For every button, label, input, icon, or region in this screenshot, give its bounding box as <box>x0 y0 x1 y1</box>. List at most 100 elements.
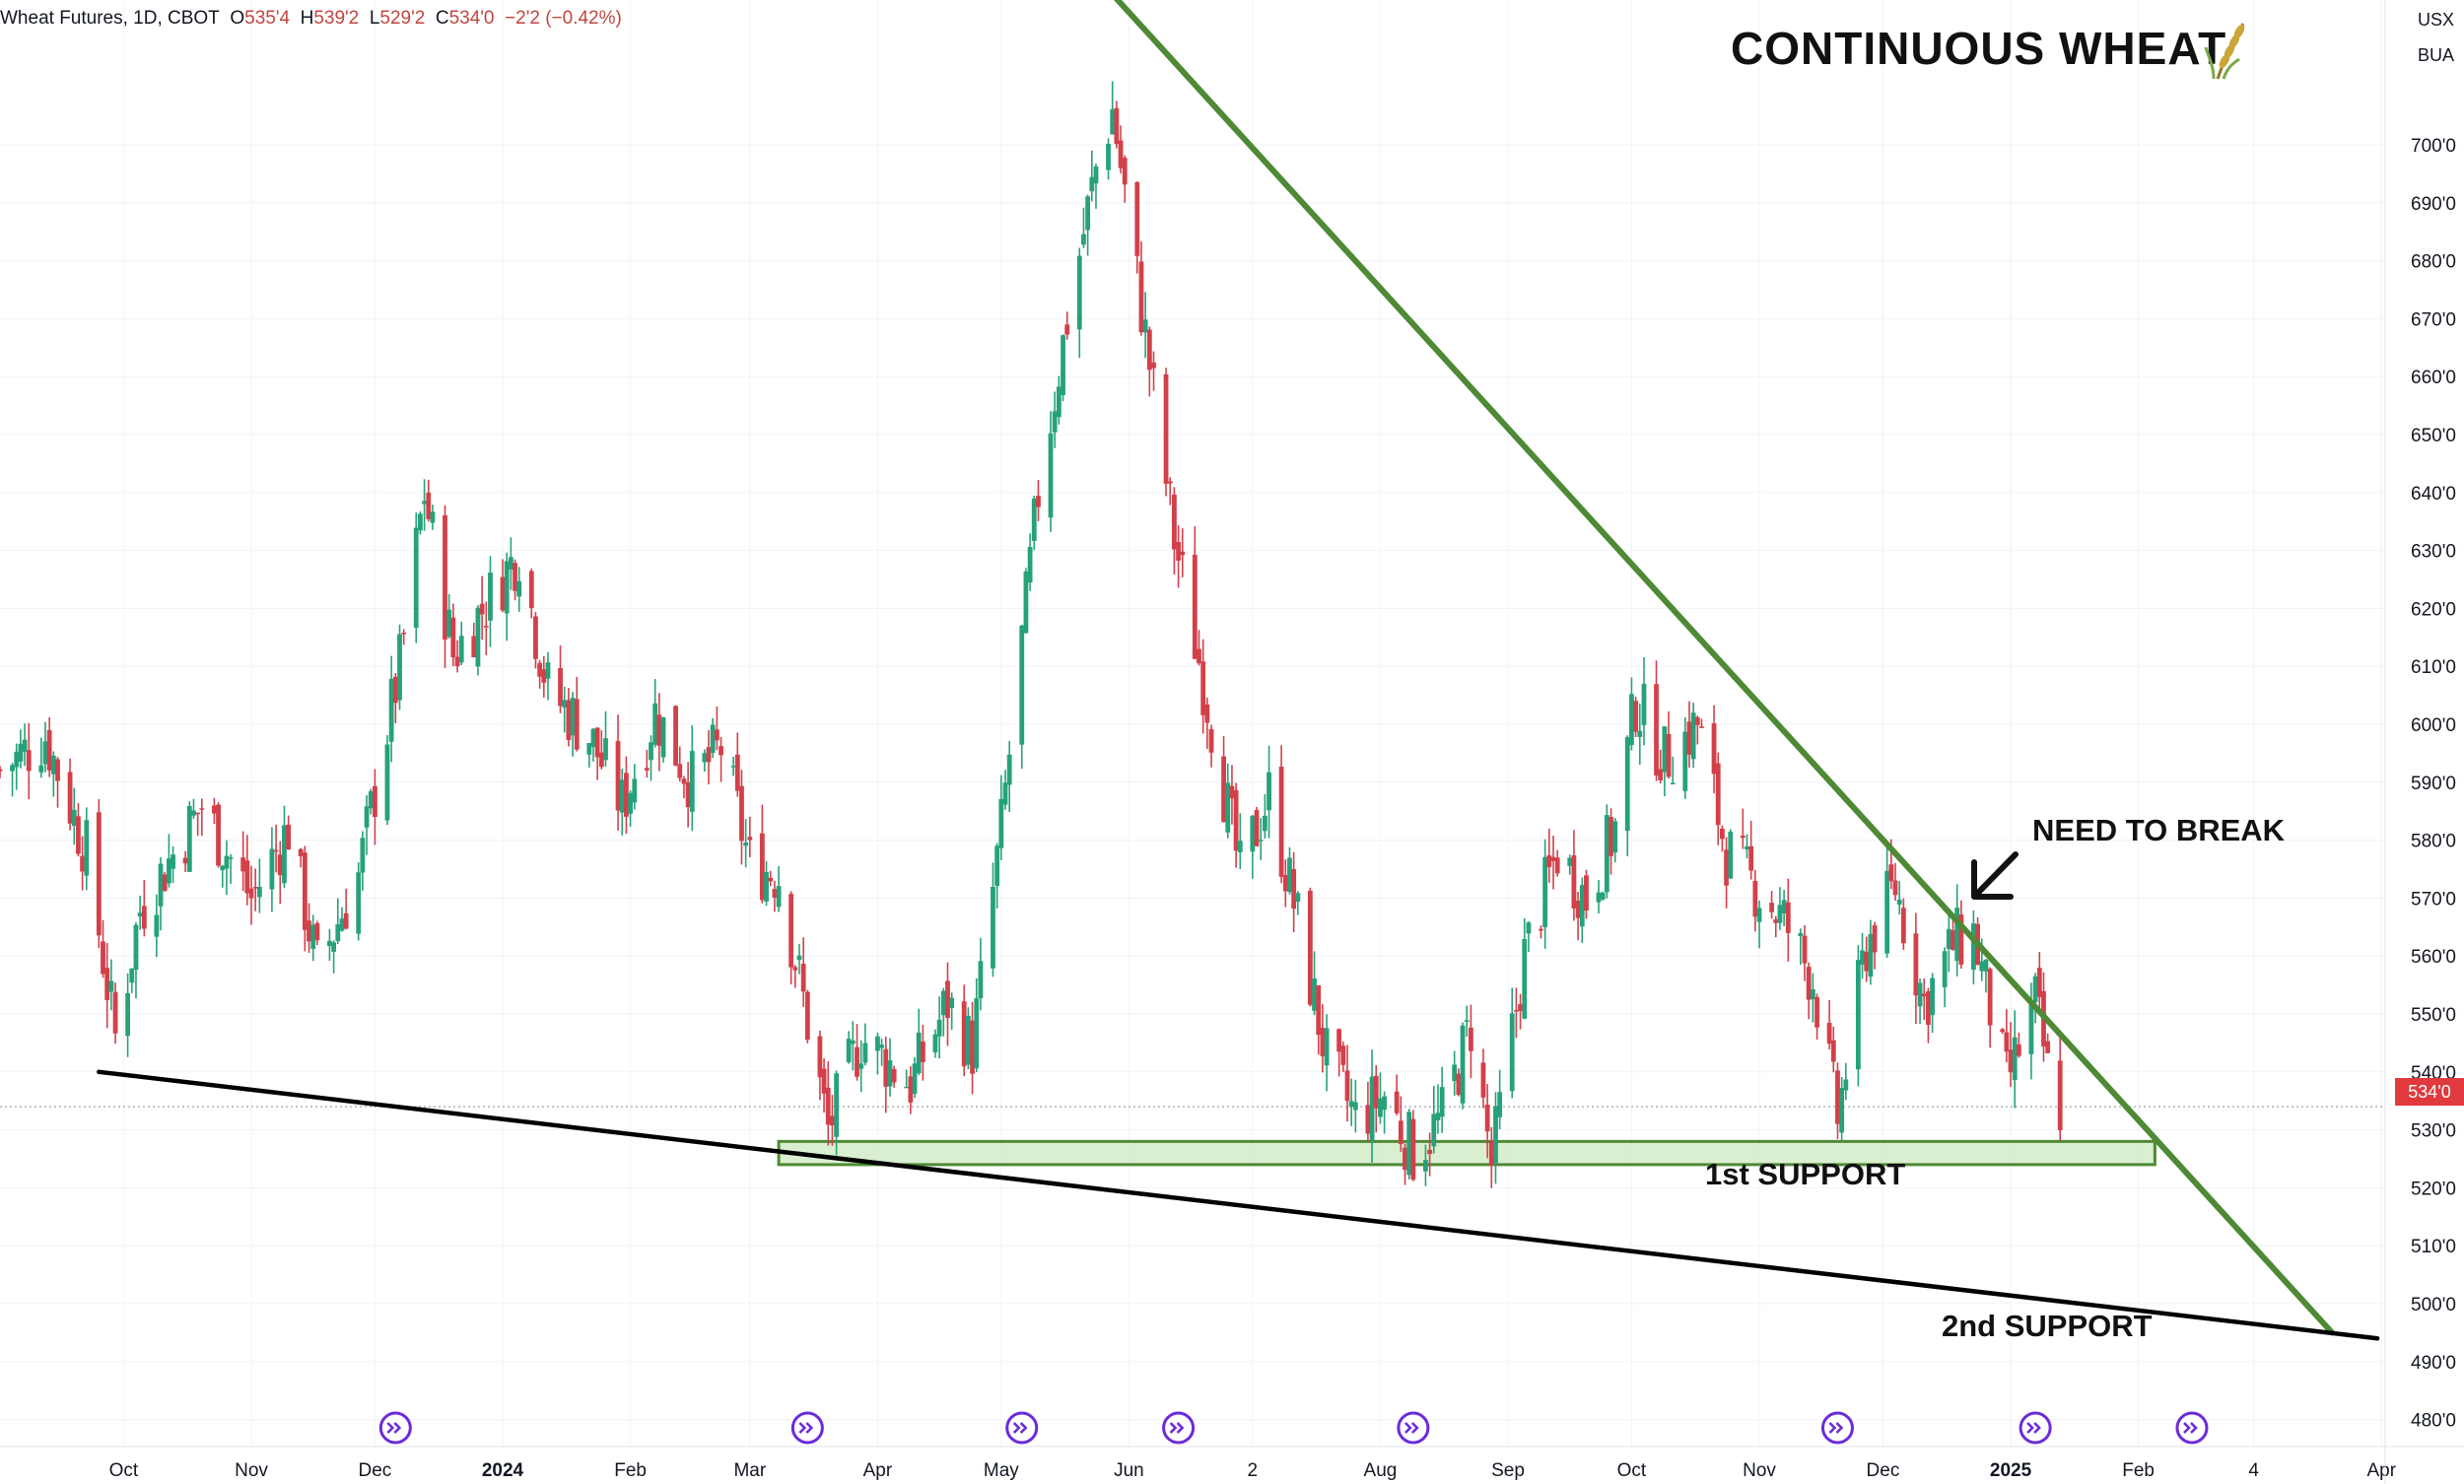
need-to-break-arrow <box>1971 851 2019 900</box>
close-label: C <box>435 8 449 29</box>
candles <box>0 81 2063 1188</box>
currency-unit[interactable]: USX <box>2417 10 2454 30</box>
candle <box>685 762 691 828</box>
candle <box>269 827 275 912</box>
candle <box>80 836 86 891</box>
candle <box>776 865 782 912</box>
candle <box>768 870 774 887</box>
candle <box>1197 630 1201 666</box>
candle <box>533 612 538 669</box>
candle <box>528 568 534 619</box>
candle <box>974 978 980 1073</box>
candle <box>945 962 950 1046</box>
candle <box>199 798 205 837</box>
candle <box>1497 1069 1503 1129</box>
candle <box>1048 411 1054 532</box>
candle <box>228 853 234 884</box>
event-marker-icon[interactable] <box>1397 1411 1430 1445</box>
candle <box>998 775 1004 861</box>
candle <box>513 559 517 601</box>
candle <box>537 659 543 689</box>
candle <box>574 677 580 752</box>
event-marker-icon[interactable] <box>1820 1411 1854 1445</box>
resistance-trendline[interactable] <box>1113 0 2336 1336</box>
candle <box>129 968 135 993</box>
candle <box>1987 967 1993 1048</box>
event-marker-icon[interactable] <box>790 1411 824 1445</box>
candle <box>796 943 802 975</box>
candle <box>921 1024 925 1081</box>
candle <box>1403 1143 1407 1185</box>
candle <box>1204 698 1210 750</box>
event-marker-icon[interactable] <box>1005 1411 1039 1445</box>
candle <box>1983 959 1989 993</box>
candle <box>862 1023 868 1066</box>
candle <box>273 824 279 873</box>
candle <box>1513 987 1519 1039</box>
candle <box>2017 1032 2021 1058</box>
event-marker-icon[interactable] <box>2175 1411 2209 1445</box>
candle <box>1023 568 1029 634</box>
x-tick-label: Jun <box>1114 1460 1144 1481</box>
candle <box>133 922 139 999</box>
y-tick-label: 600'0 <box>2411 715 2456 736</box>
candle <box>978 937 984 1011</box>
candle <box>450 603 456 667</box>
candle <box>364 795 370 855</box>
measure-unit[interactable]: BUA <box>2417 45 2454 65</box>
candle <box>1596 879 1602 913</box>
candle <box>1752 869 1758 932</box>
candle <box>1266 745 1271 839</box>
candle <box>1052 391 1058 448</box>
ohlc-header: Wheat Futures, 1D, CBOT O535'4 H539'2 L5… <box>0 8 622 30</box>
candle <box>22 723 28 767</box>
event-marker-icon[interactable] <box>378 1411 412 1445</box>
candle <box>141 880 147 937</box>
y-tick-label: 520'0 <box>2411 1179 2456 1199</box>
candle <box>1435 1084 1441 1134</box>
candle <box>1167 477 1173 506</box>
candle <box>1250 815 1256 879</box>
candle <box>1488 1126 1494 1188</box>
candle <box>1740 808 1745 849</box>
candle <box>558 645 563 713</box>
candle <box>458 621 464 666</box>
candle <box>1926 987 1931 1044</box>
candle <box>1690 703 1696 769</box>
candle <box>1896 881 1902 915</box>
x-tick-label: Nov <box>1743 1460 1776 1481</box>
candle <box>14 743 20 790</box>
candle <box>10 763 15 797</box>
candle <box>1064 311 1070 340</box>
candle <box>1666 710 1672 779</box>
event-marker-icon[interactable] <box>1162 1411 1196 1445</box>
candle <box>360 831 366 891</box>
candle <box>1282 859 1288 908</box>
y-tick-label: 530'0 <box>2411 1121 2456 1142</box>
candle <box>186 801 192 872</box>
candle <box>252 868 258 911</box>
support-trendline[interactable] <box>97 1069 2380 1341</box>
candle <box>619 769 625 836</box>
candle <box>1439 1066 1445 1133</box>
candle <box>1785 878 1791 962</box>
high-value: 539'2 <box>313 8 360 29</box>
event-markers[interactable] <box>378 1411 2209 1445</box>
x-tick-label: Mar <box>733 1460 766 1481</box>
candle <box>1641 656 1647 746</box>
candle <box>302 845 308 952</box>
candle <box>500 559 506 613</box>
candle <box>310 914 316 962</box>
candle <box>220 864 226 888</box>
candle <box>1773 915 1779 938</box>
x-tick-label: Oct <box>109 1460 139 1481</box>
candle <box>397 624 402 710</box>
symbol-name[interactable]: Wheat Futures, 1D, CBOT <box>0 8 220 29</box>
support-zone-rect[interactable] <box>777 1139 2156 1167</box>
candle <box>1802 924 1808 981</box>
event-marker-icon[interactable] <box>2019 1411 2052 1445</box>
candle <box>1019 624 1025 770</box>
candle <box>1229 765 1235 825</box>
candle <box>426 479 432 522</box>
